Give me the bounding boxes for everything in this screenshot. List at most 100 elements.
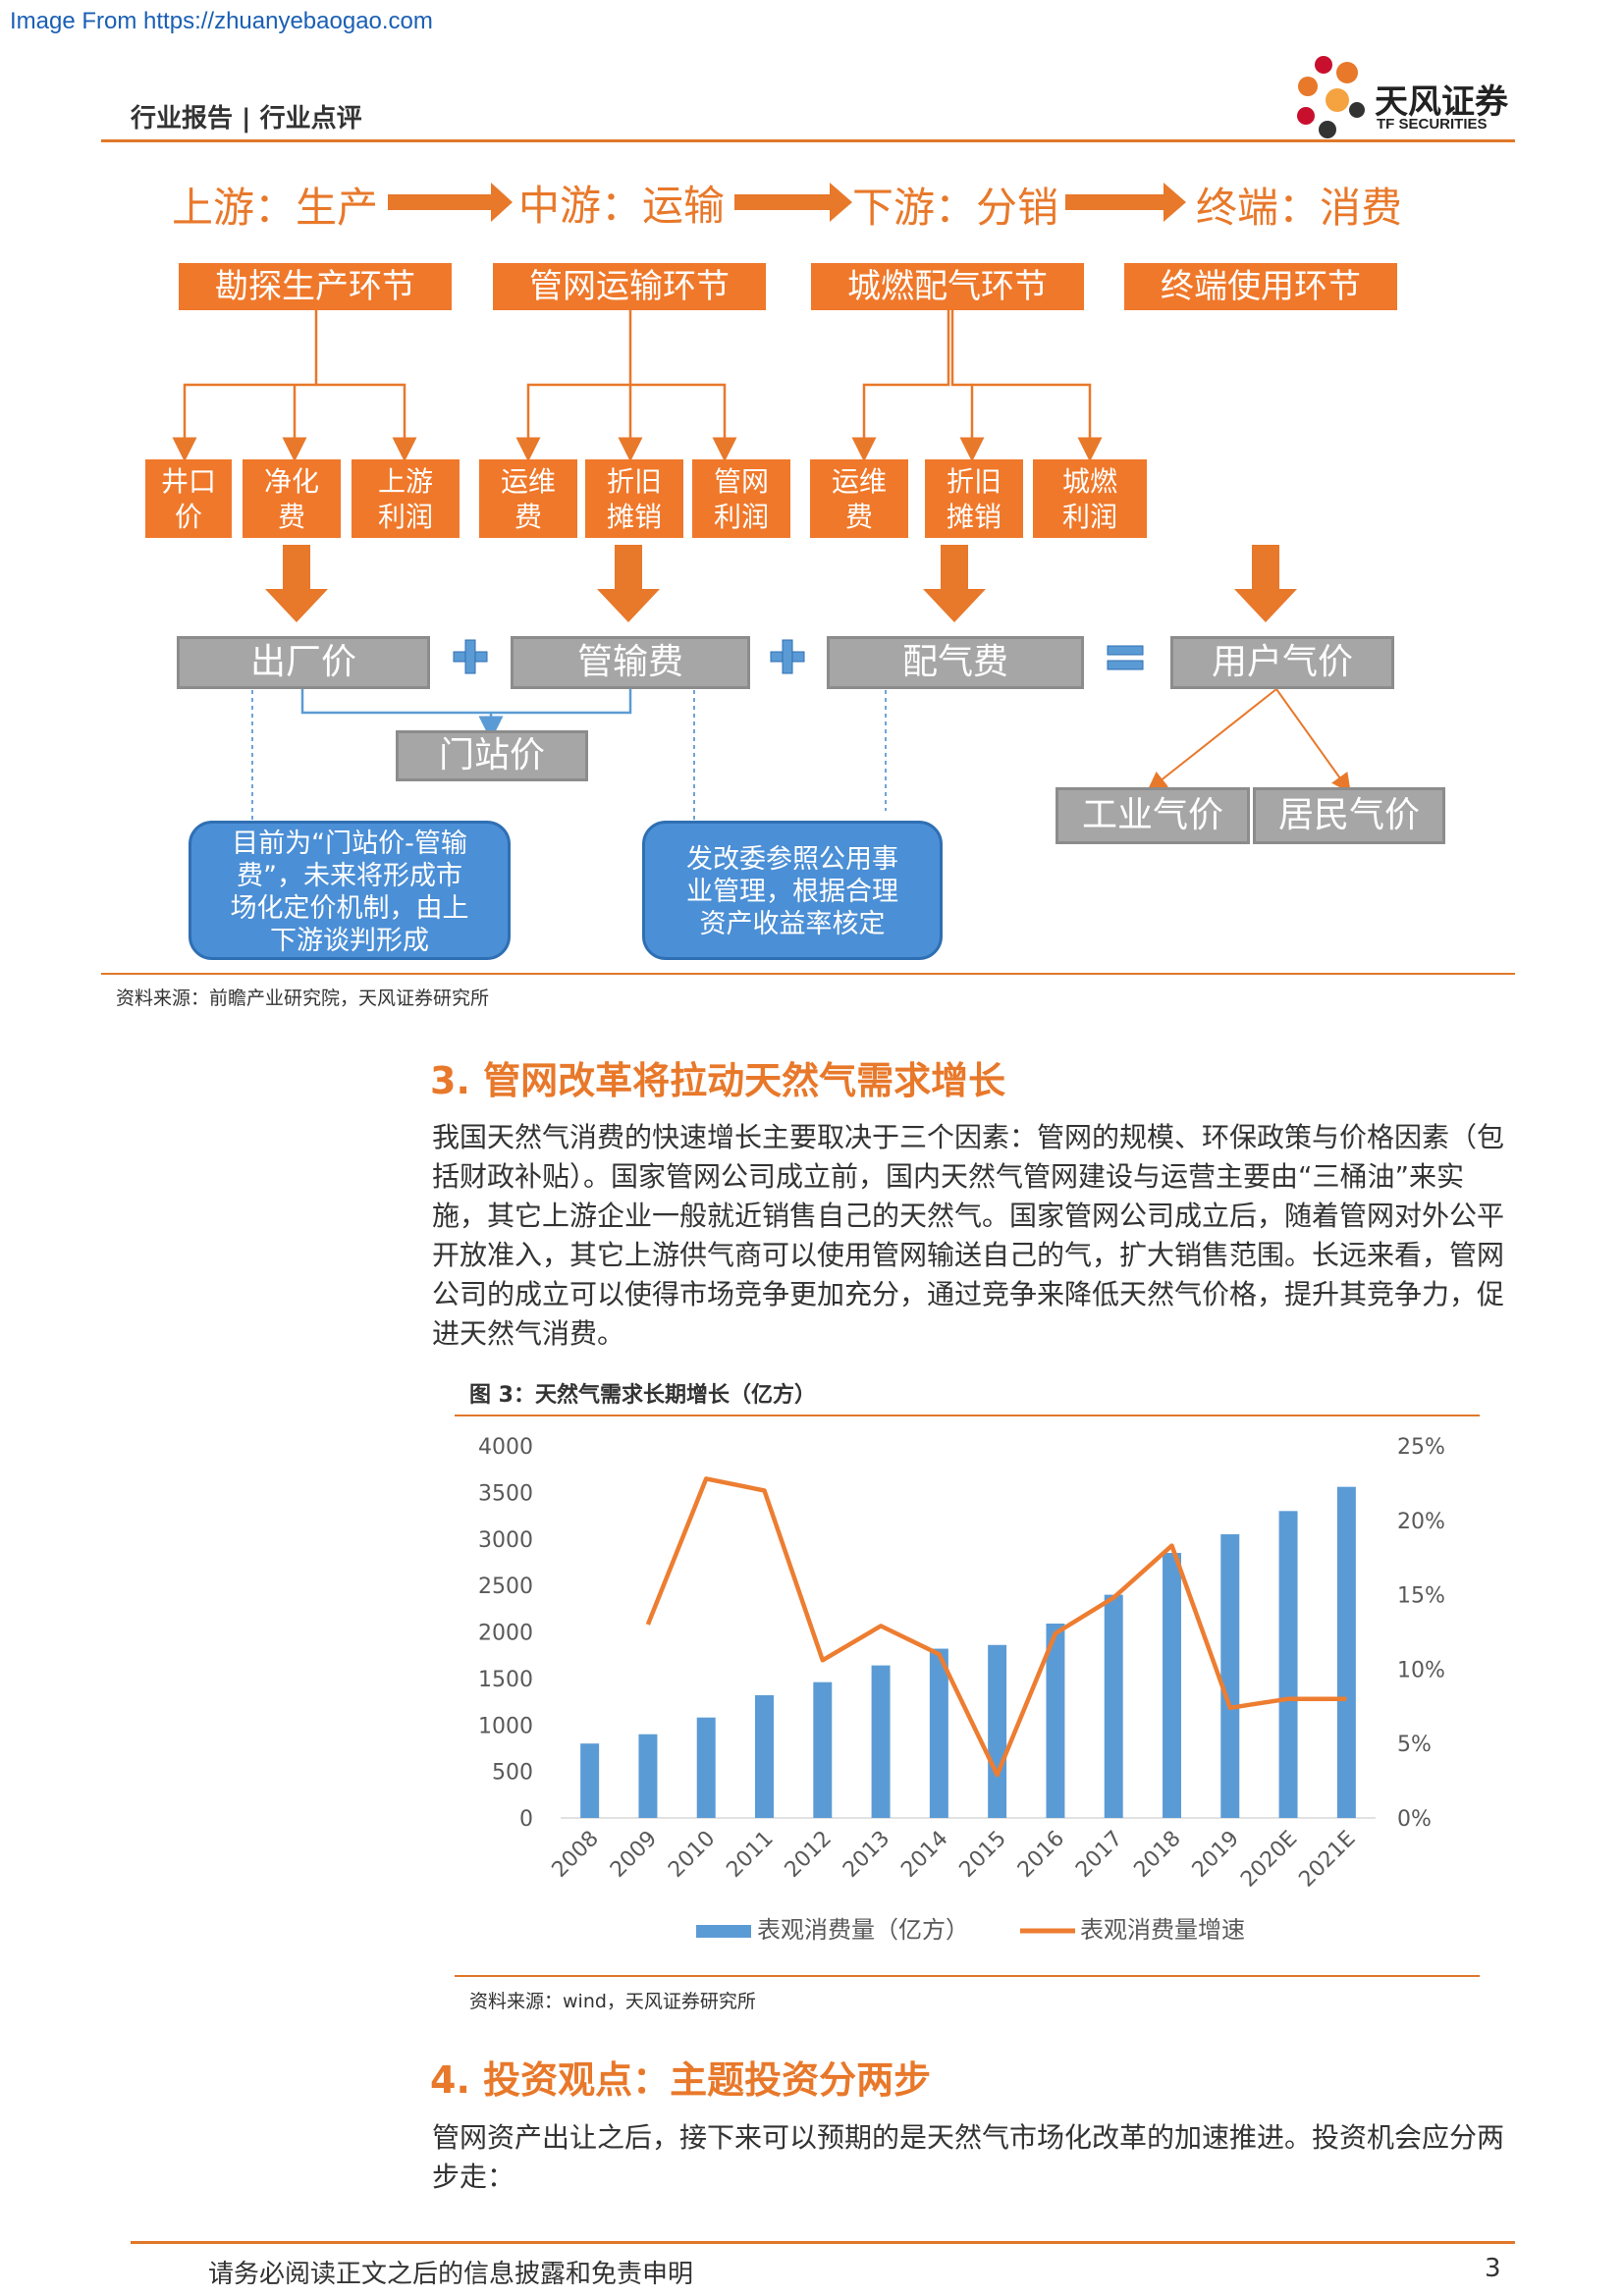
note-line: 资产收益率核定 <box>699 909 886 939</box>
link-pipeline: 管网运输环节 <box>493 263 766 310</box>
logo-subtitle: TF SECURITIES <box>1377 116 1488 133</box>
para-line: 进天然气消费。 <box>432 1317 625 1350</box>
bar <box>755 1694 774 1818</box>
sub-city-gas-profit: 城燃 利润 <box>1033 459 1147 538</box>
y-right-tick-label: 25% <box>1397 1435 1445 1460</box>
y-left-tick-label: 4000 <box>478 1435 533 1460</box>
growth-line <box>645 1476 1347 1778</box>
note-line: 业管理，根据合理 <box>686 877 898 907</box>
para-line: 公司的成立可以使得市场竞争更加充分，通过竞争来降低天然气价格，提升其竞争力，促 <box>432 1278 1505 1310</box>
price-flow-diagram: 上游：生产 中游：运输 下游：分销 终端：消费 勘探生产环节 管网运输环节 城燃… <box>0 0 1624 982</box>
figure-bottom-rule <box>455 1975 1480 1977</box>
bar <box>813 1682 833 1818</box>
y-left-tick-label: 500 <box>492 1761 533 1786</box>
bar <box>871 1665 891 1818</box>
y-left-tick-label: 0 <box>519 1807 533 1832</box>
stage-upstream: 上游：生产 <box>172 184 379 232</box>
flow-connectors <box>172 183 1351 821</box>
sub-upstream-profit: 上游 利润 <box>352 459 460 538</box>
sub-depreciation-pipeline: 折旧 摊销 <box>585 459 683 538</box>
para-line: 管网资产出让之后，接下来可以预期的是天然气市场化改革的加速推进。投资机会应分两 <box>432 2121 1505 2154</box>
x-tick-label: 2020E <box>1236 1827 1302 1893</box>
legend-line-label: 表观消费量增速 <box>1080 1916 1245 1944</box>
sub-purification-fee: 净化 费 <box>243 459 341 538</box>
x-tick-label: 2013 <box>839 1827 894 1883</box>
section-3-title: 3. 管网改革将拉动天然气需求增长 <box>430 1059 1006 1102</box>
section-3-paragraph: 我国天然气消费的快速增长主要取决于三个因素：管网的规模、环保政策与价格因素（包 … <box>432 1118 1522 1354</box>
link-exploration: 勘探生产环节 <box>179 263 452 310</box>
down-arrows <box>265 545 1297 622</box>
x-tick-label: 2012 <box>781 1827 837 1883</box>
x-tick-label: 2016 <box>1013 1827 1069 1883</box>
gas-demand-chart: 0 500 1000 1500 2000 2500 3000 3500 4000 0% 5% 10% 1… <box>478 1435 1445 1944</box>
note-line: 费”，未来将形成市 <box>237 861 462 891</box>
note-line: 场化定价机制，由上 <box>230 893 469 924</box>
x-tick-label: 2018 <box>1129 1827 1185 1883</box>
bar <box>1278 1511 1298 1818</box>
end-user-price: 用户气价 <box>1170 636 1394 689</box>
x-tick-label: 2014 <box>896 1827 952 1883</box>
note-line: 发改委参照公用事 <box>686 844 898 875</box>
y-left-tick-label: 3500 <box>478 1481 533 1506</box>
bar <box>1104 1594 1123 1818</box>
plus-icon <box>453 639 1144 674</box>
para-line: 我国天然气消费的快速增长主要取决于三个因素：管网的规模、环保政策与价格因素（包 <box>432 1121 1505 1153</box>
figure-top-rule <box>455 1415 1480 1416</box>
bar <box>1220 1534 1240 1818</box>
link-distribution: 城燃配气环节 <box>811 263 1084 310</box>
ex-factory-price: 出厂价 <box>177 636 430 689</box>
y-right-tick-label: 0% <box>1397 1807 1432 1832</box>
distribution-fee: 配气费 <box>827 636 1084 689</box>
note-line: 下游谈判形成 <box>270 926 429 956</box>
para-line: 括财政补贴）。国家管网公司成立前，国内天然气管网建设与运营主要由“三桶油”来实 <box>432 1160 1465 1193</box>
bar <box>929 1648 948 1818</box>
y-left-tick-label: 1500 <box>478 1668 533 1692</box>
sub-om-fee-city: 运维 费 <box>810 459 908 538</box>
city-gate-price: 门站价 <box>396 730 588 781</box>
para-line: 开放准入，其它上游供气商可以使用管网输送自己的气，扩大销售范围。长远来看，管网 <box>432 1239 1505 1271</box>
source-diagram: 资料来源：前瞻产业研究院，天风证券研究所 <box>116 988 490 1009</box>
legend-bar-label: 表观消费量（亿方） <box>757 1916 969 1944</box>
bar <box>1046 1623 1065 1818</box>
y-right-tick-label: 20% <box>1397 1510 1445 1534</box>
stage-midstream: 中游：运输 <box>518 182 726 230</box>
link-end-use: 终端使用环节 <box>1124 263 1397 310</box>
watermark-link[interactable]: Image From https://zhuanyebaogao.com <box>10 8 433 34</box>
y-left-tick-label: 2000 <box>478 1622 533 1646</box>
para-line: 步走： <box>432 2161 515 2193</box>
header-rule <box>101 139 1515 142</box>
x-tick-label: 2009 <box>606 1827 662 1883</box>
section-4-title: 4. 投资观点：主题投资分两步 <box>430 2058 932 2102</box>
x-tick-label: 2011 <box>722 1827 778 1883</box>
sub-depreciation-city: 折旧 摊销 <box>925 459 1023 538</box>
legend-bar-swatch <box>696 1925 751 1938</box>
bar <box>580 1743 600 1818</box>
sub-om-fee-pipeline: 运维 费 <box>479 459 577 538</box>
x-tick-label: 2008 <box>548 1827 604 1883</box>
sub-wellhead-price: 井口 价 <box>145 459 232 538</box>
y-right-tick-label: 15% <box>1397 1584 1445 1609</box>
diagram-rule <box>101 973 1515 975</box>
stage-terminal: 终端：消费 <box>1196 184 1403 232</box>
stage-downstream: 下游：分销 <box>852 184 1059 232</box>
industrial-gas-price: 工业气价 <box>1056 787 1250 844</box>
residential-gas-price: 居民气价 <box>1253 787 1445 844</box>
x-tick-label: 2021E <box>1295 1827 1361 1893</box>
x-tick-label: 2017 <box>1071 1827 1127 1883</box>
section-4-paragraph: 管网资产出让之后，接下来可以预期的是天然气市场化改革的加速推进。投资机会应分两 … <box>432 2118 1522 2197</box>
transmission-fee: 管输费 <box>511 636 750 689</box>
logo-name: 天风证券 <box>1375 82 1508 122</box>
y-left-tick-label: 1000 <box>478 1714 533 1738</box>
bar <box>1336 1486 1356 1818</box>
y-right-tick-label: 10% <box>1397 1658 1445 1682</box>
x-tick-label: 2019 <box>1188 1827 1244 1883</box>
note-ndrc: 发改委参照公用事 业管理，根据合理 资产收益率核定 <box>642 821 943 960</box>
source-figure-3: 资料来源：wind，天风证券研究所 <box>469 1991 756 2012</box>
stage-arrows <box>388 183 1186 222</box>
footer-rule <box>131 2241 1515 2244</box>
note-line: 目前为“门站价-管输 <box>232 828 467 859</box>
x-tick-label: 2015 <box>955 1827 1011 1883</box>
bar <box>638 1734 658 1818</box>
note-gate-price: 目前为“门站价-管输 费”，未来将形成市 场化定价机制，由上 下游谈判形成 <box>189 821 511 960</box>
page-number: 3 <box>1485 2254 1501 2283</box>
